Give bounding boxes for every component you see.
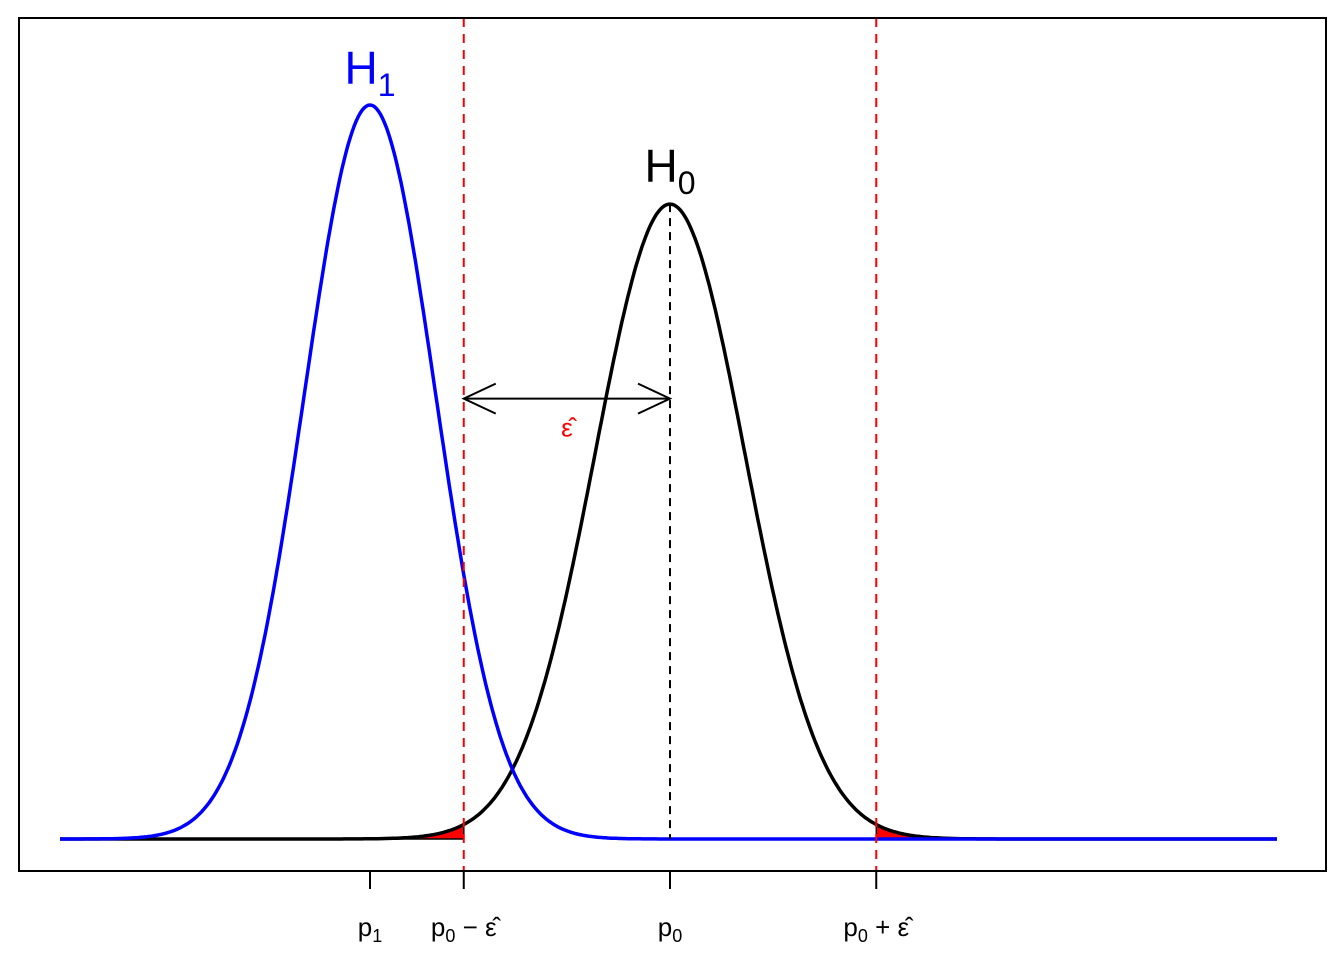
epsilon-annotation: ε̂	[461, 382, 673, 443]
epsilon-arrowhead-right	[637, 382, 673, 415]
epsilon-arrowhead-left	[461, 382, 497, 415]
x-tick-label-0: p1	[358, 912, 382, 946]
x-tick-label-1: p0 − ε̂	[431, 912, 502, 946]
x-tick-label-2: p0	[658, 912, 682, 946]
epsilon-label: ε̂	[561, 413, 578, 443]
h1-density-curve	[60, 103, 1277, 841]
density-curves	[60, 103, 1277, 841]
x-tick-label-3: p0 + ε̂	[843, 912, 914, 946]
curve-labels: H1 H0	[344, 42, 695, 201]
reference-lines	[462, 18, 878, 871]
x-axis: p1 p0 − ε̂ p0 p0 + ε̂	[358, 871, 914, 946]
h0-density-curve	[60, 202, 1277, 841]
h0-label: H0	[644, 140, 695, 201]
plot-frame	[18, 17, 1327, 872]
h1-label: H1	[344, 42, 395, 103]
